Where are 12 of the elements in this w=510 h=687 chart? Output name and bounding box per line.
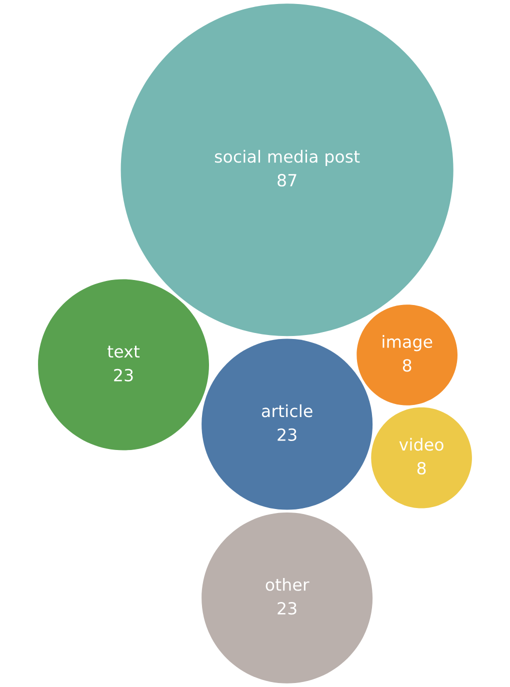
data-label: 23 <box>278 428 296 441</box>
data-label: 87 <box>278 174 296 187</box>
category-label: social media post <box>214 150 360 166</box>
category-label: other <box>266 578 310 591</box>
data-label: 23 <box>278 602 296 615</box>
data-label: 8 <box>402 359 412 372</box>
category-label: article <box>262 404 312 418</box>
category-label: image <box>382 335 432 352</box>
data-label: 23 <box>114 368 133 382</box>
category-label: video <box>399 438 444 451</box>
category-label: text <box>108 346 140 358</box>
data-label: 8 <box>417 462 426 475</box>
